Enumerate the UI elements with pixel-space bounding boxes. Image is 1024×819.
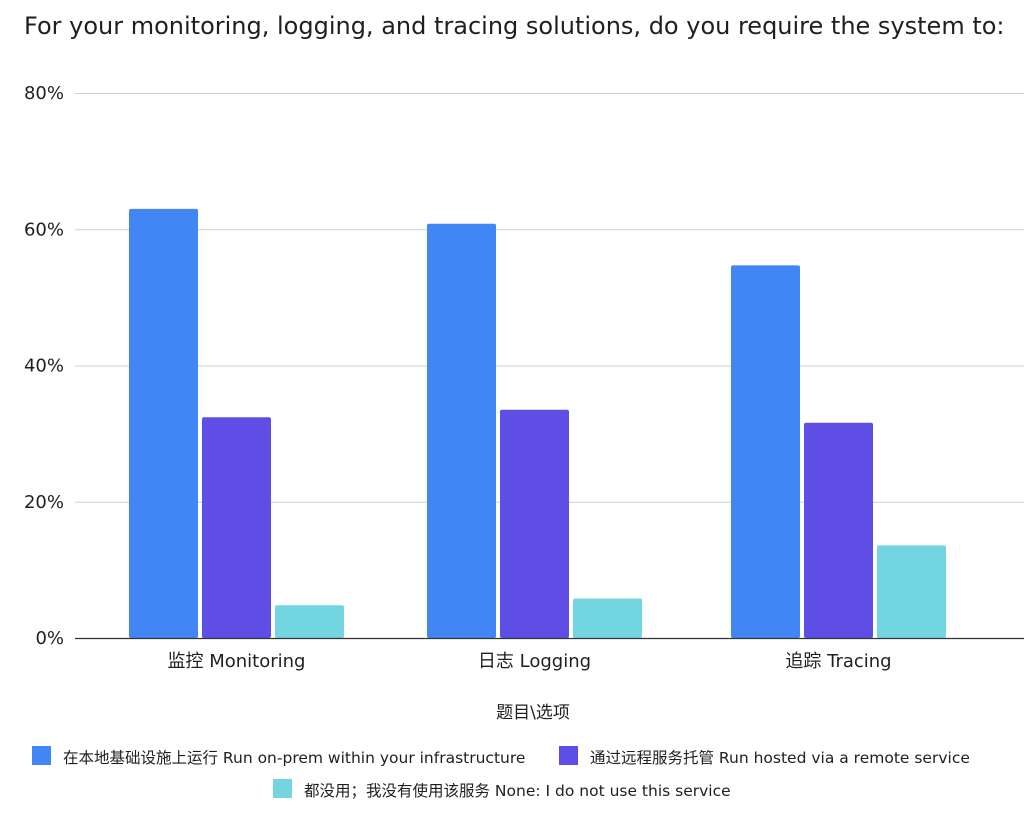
x-axis-label: 题目\选项 xyxy=(496,703,570,723)
legend-swatch xyxy=(32,746,51,765)
bar-1-1 xyxy=(129,208,198,638)
bars xyxy=(129,208,946,639)
bar-2-1 xyxy=(202,417,271,638)
bar-3-2 xyxy=(573,598,642,638)
x-axis-categories: 监控 Monitoring 日志 Logging 追踪 Tracing xyxy=(168,651,892,672)
bar-1-3 xyxy=(731,265,800,638)
y-tick-label: 60% xyxy=(24,219,64,240)
y-tick-label: 0% xyxy=(35,628,64,649)
x-tick-label: 监控 Monitoring xyxy=(168,651,306,672)
x-tick-label: 追踪 Tracing xyxy=(785,651,891,672)
bar-1-2 xyxy=(427,223,496,639)
bar-2-3 xyxy=(804,422,873,638)
legend: 在本地基础设施上运行 Run on-prem within your infra… xyxy=(32,746,970,800)
bar-3-3 xyxy=(877,545,946,638)
y-tick-label: 40% xyxy=(24,356,64,377)
y-axis-ticks: 0% 20% 40% 60% 80% xyxy=(24,83,64,649)
y-tick-label: 80% xyxy=(24,83,64,104)
legend-swatch xyxy=(273,779,292,798)
chart-title: For your monitoring, logging, and tracin… xyxy=(24,12,1005,40)
legend-label: 在本地基础设施上运行 Run on-prem within your infra… xyxy=(63,749,525,767)
y-tick-label: 20% xyxy=(24,492,64,513)
bar-2-2 xyxy=(500,409,569,638)
legend-label: 通过远程服务托管 Run hosted via a remote service xyxy=(590,749,970,767)
x-tick-label: 日志 Logging xyxy=(478,651,591,672)
legend-swatch xyxy=(559,746,578,765)
bar-3-1 xyxy=(275,605,344,638)
legend-label: 都没用；我没有使用该服务 None: I do not use this ser… xyxy=(304,782,731,800)
